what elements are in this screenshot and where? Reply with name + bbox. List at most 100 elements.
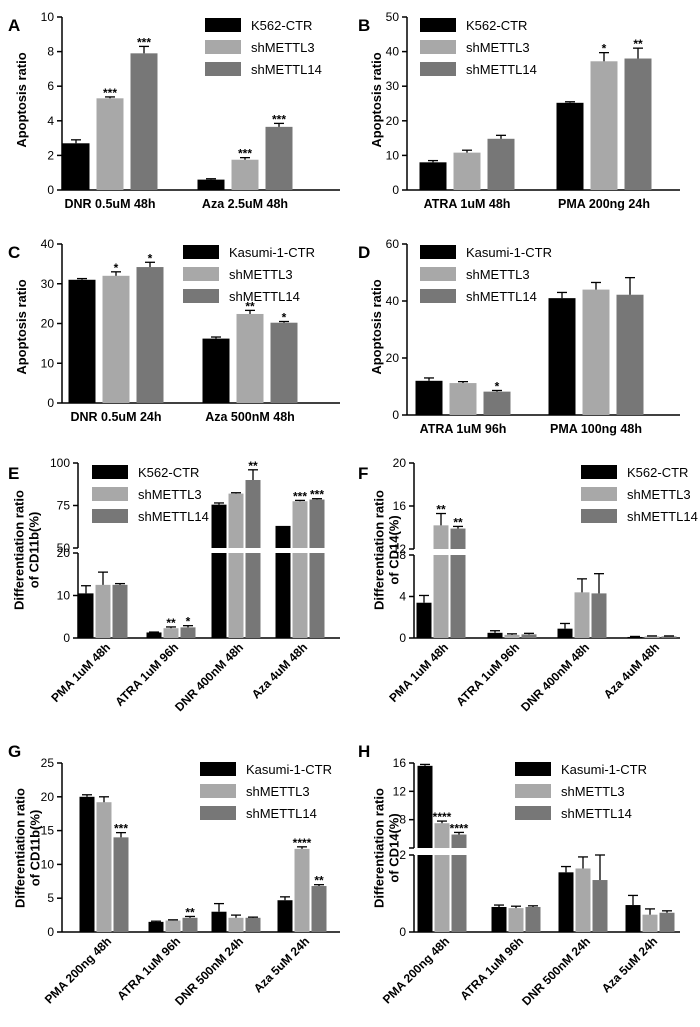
significance-label: *	[602, 42, 607, 56]
y-axis-title-line: Apoptosis ratio	[14, 279, 29, 374]
bar-segment-lower	[245, 553, 261, 638]
bar	[415, 380, 443, 415]
bar	[163, 628, 179, 638]
legend-label: Kasumi-1-CTR	[466, 245, 552, 260]
y-tick-label: 20	[386, 351, 400, 365]
y-tick-label: 0	[63, 631, 70, 645]
bar	[231, 159, 259, 190]
significance-label: **	[248, 459, 258, 473]
category-label: DNR 500nM 24h	[519, 934, 593, 1008]
significance-label: **	[436, 503, 446, 517]
y-axis-title: Differentiation ratio of CD14(%)	[372, 788, 402, 908]
y-axis-title: Apoptosis ratio	[369, 52, 384, 147]
y-axis-title: Apoptosis ratio	[14, 279, 29, 374]
bar	[270, 322, 298, 403]
y-tick-label: 10	[41, 10, 55, 24]
legend: K562-CTR shMETTL3 shMETTL14	[205, 18, 322, 77]
bar	[277, 900, 293, 932]
category-label: ATRA 1uM 48h	[424, 197, 511, 211]
legend-swatch	[581, 487, 617, 501]
legend-label: Kasumi-1-CTR	[229, 245, 315, 260]
bar	[556, 102, 584, 190]
legend-label: shMETTL3	[561, 784, 625, 799]
category-label: PMA 200ng 24h	[558, 197, 650, 211]
bar	[521, 634, 537, 638]
bar	[558, 872, 574, 932]
legend-label: Kasumi-1-CTR	[561, 762, 647, 777]
bar-segment-upper	[228, 493, 244, 548]
significance-label: *	[114, 261, 119, 275]
y-tick-label: 0	[399, 631, 406, 645]
legend-label: shMETTL14	[138, 509, 209, 524]
bar	[627, 636, 643, 638]
legend-label: shMETTL14	[251, 62, 322, 77]
significance-label: *	[282, 311, 287, 325]
y-tick-label: 16	[393, 499, 407, 513]
y-axis-title-line: of CD11b(%)	[27, 512, 42, 589]
category-label: ATRA 1uM 96h	[453, 640, 522, 709]
panel-label: H	[358, 742, 370, 761]
legend-swatch	[205, 40, 241, 54]
panel-label: G	[8, 742, 21, 761]
bar	[659, 912, 675, 932]
bar	[504, 634, 520, 638]
legend-swatch	[92, 509, 128, 523]
y-tick-label: 8	[399, 548, 406, 562]
bar-segment-upper	[434, 823, 450, 848]
bar	[592, 880, 608, 932]
category-label: PMA 100ng 48h	[550, 422, 642, 436]
category-label: PMA 200ng 48h	[42, 934, 114, 1006]
bar	[180, 627, 196, 638]
legend-swatch	[205, 62, 241, 76]
y-tick-label: 40	[386, 45, 400, 59]
significance-label: ***	[103, 86, 117, 100]
significance-label: **	[633, 37, 643, 51]
category-label: Aza 2.5uM 48h	[202, 197, 288, 211]
category-label: ATRA 1uM 96h	[420, 422, 507, 436]
bar-segment-upper	[451, 834, 467, 848]
significance-label: ***	[293, 489, 307, 503]
legend-swatch	[200, 784, 236, 798]
legend: Kasumi-1-CTR shMETTL3 shMETTL14	[515, 762, 647, 821]
bar	[644, 636, 660, 638]
bar	[575, 868, 591, 932]
y-tick-label: 4	[399, 590, 406, 604]
y-tick-label: 0	[392, 408, 399, 422]
y-axis-title-line: Differentiation ratio	[13, 788, 28, 908]
y-axis-title-line: Differentiation ratio	[372, 788, 387, 908]
y-axis-title: Apoptosis ratio	[14, 52, 29, 147]
bar	[557, 628, 573, 638]
bar	[591, 593, 607, 638]
category-label: Aza 4uM 48h	[601, 640, 662, 701]
significance-label: ****	[450, 821, 469, 835]
legend-label: shMETTL3	[246, 784, 310, 799]
bar	[491, 906, 507, 932]
y-tick-label: 20	[41, 317, 55, 331]
bar	[508, 908, 524, 932]
category-label: DNR 500nM 24h	[172, 934, 246, 1008]
bar	[202, 338, 230, 403]
category-label: Aza 5uM 24h	[599, 934, 660, 995]
y-tick-label: 0	[47, 183, 54, 197]
y-axis-title-line: Differentiation ratio	[372, 490, 387, 610]
panel-d: D 0 20 40 60 Apoptosis ratio * ATRA 1uM 96h PMA …	[358, 237, 680, 436]
significance-label: **	[314, 874, 324, 888]
legend-label: K562-CTR	[138, 465, 199, 480]
bar	[68, 279, 96, 403]
bar-segment-lower	[417, 855, 433, 932]
y-tick-label: 12	[393, 542, 407, 556]
legend-swatch	[581, 509, 617, 523]
bar	[616, 294, 644, 415]
legend-swatch	[200, 762, 236, 776]
y-tick-label: 8	[399, 813, 406, 827]
significance-label: ***	[272, 112, 286, 126]
category-label: DNR 0.5uM 24h	[71, 410, 162, 424]
significance-label: *	[495, 379, 500, 393]
y-tick-label: 2	[47, 148, 54, 162]
legend-swatch	[581, 465, 617, 479]
panel-label: C	[8, 243, 20, 262]
y-axis-title: Apoptosis ratio	[369, 279, 384, 374]
bar	[487, 632, 503, 638]
y-tick-label: 20	[57, 546, 71, 560]
y-axis-title-line: Differentiation ratio	[12, 490, 27, 610]
